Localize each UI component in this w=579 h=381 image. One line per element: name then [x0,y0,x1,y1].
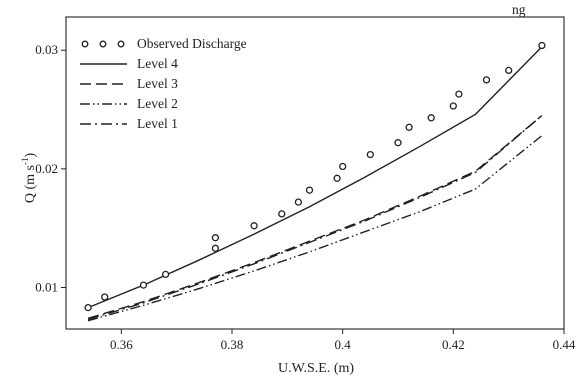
plot-frame [65,16,565,330]
observed-points [84,41,546,312]
x-tick-label: 0.36 [110,337,133,352]
legend-marker-observed-2 [99,40,107,48]
y-tick-label: 0.01 [35,279,58,294]
legend-label-level-2: Level 2 [137,96,178,111]
series-line-level-3 [87,114,543,319]
legend-entry-level-4: Level 4 [80,56,178,71]
x-tick-label: 0.38 [221,337,244,352]
legend-label-level-1: Level 1 [137,116,178,131]
legend-marker-observed-3 [117,40,125,48]
x-tick-label: 0.44 [553,337,576,352]
observed-point [449,102,457,110]
observed-point [538,41,546,50]
series-line-level-2 [87,135,543,322]
legend-marker-observed-1 [81,40,89,48]
observed-point [250,222,258,230]
legend-entry-observed: Observed Discharge [81,36,247,51]
x-axis-label: U.W.S.E. (m) [278,361,354,376]
observed-point [505,66,513,75]
series-layer [87,46,543,322]
y-tick-label: 0.02 [35,161,58,176]
observed-point [84,303,92,312]
series-line-level-1 [87,114,543,321]
y-axis-label-close: ) [23,153,38,158]
observed-point [339,162,347,171]
series-line-level-4 [87,46,543,309]
observed-point [455,90,463,98]
observed-point [211,234,220,242]
observed-point [161,270,170,279]
y-axis-label-main: Q (m s [23,165,38,203]
observed-point [294,198,303,206]
observed-point [333,174,341,182]
observed-point [427,114,435,122]
legend-label-observed: Observed Discharge [137,36,247,51]
legend-entry-level-3: Level 3 [80,76,178,91]
x-tick-label: 0.42 [442,337,465,352]
observed-point [394,139,402,147]
y-axis: 0.01 0.02 0.03 [35,42,66,294]
legend-entry-level-1: Level 1 [80,116,178,131]
legend-entry-level-2: Level 2 [80,96,178,111]
x-tick-label: 0.4 [335,337,352,352]
legend: Observed Discharge Level 4 Level 3 Level… [80,36,247,131]
top-text-fragment: ng [512,2,526,17]
y-axis-label-superscript: -1 [20,158,30,166]
observed-point [211,244,220,252]
y-tick-label: 0.03 [35,42,58,57]
legend-label-level-4: Level 4 [137,56,178,71]
observed-point [366,150,374,159]
observed-point [101,293,109,301]
y-axis-label: Q (m s-1) [20,153,38,204]
x-axis: 0.36 0.38 0.4 0.42 0.44 [110,329,576,352]
observed-point [405,123,413,131]
observed-point [482,76,491,84]
observed-point [305,186,314,194]
observed-point [139,281,148,289]
observed-point [278,210,286,218]
legend-label-level-3: Level 3 [137,76,178,91]
